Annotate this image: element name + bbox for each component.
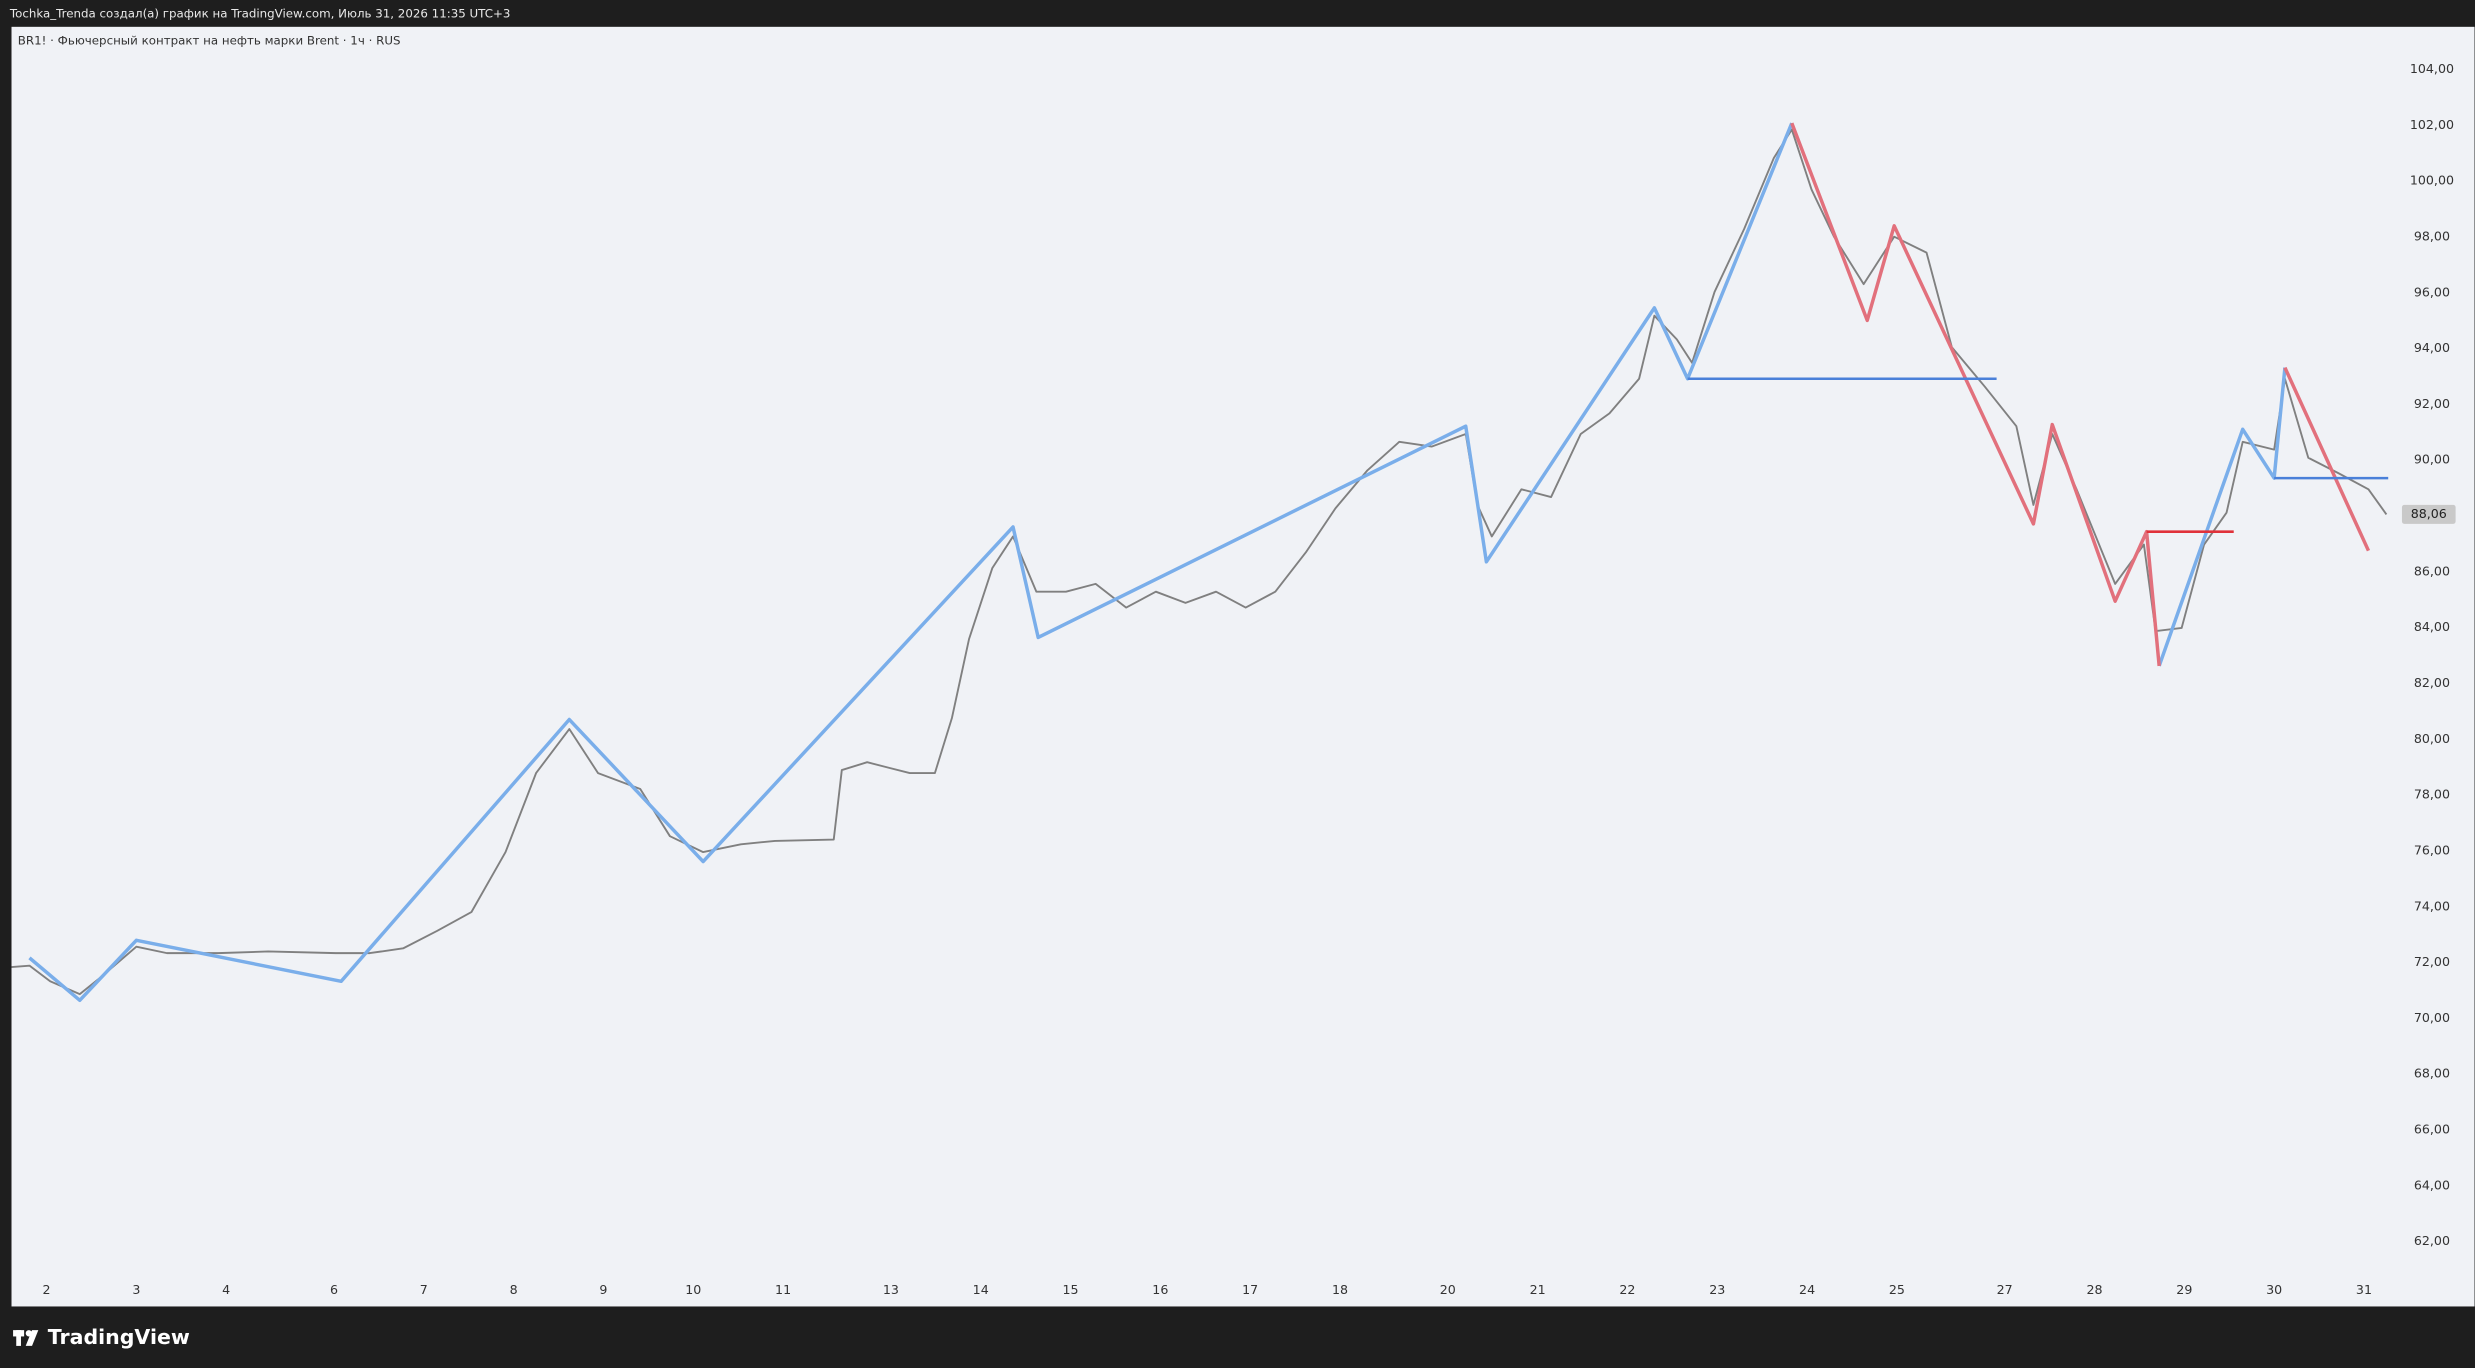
last-price-label: 88,06 [2411, 506, 2447, 521]
y-tick-label: 104,00 [2410, 61, 2454, 76]
x-tick-label: 16 [1152, 1282, 1168, 1297]
x-tick-label: 14 [973, 1282, 989, 1297]
y-tick-label: 80,00 [2414, 731, 2450, 746]
y-tick-label: 82,00 [2414, 675, 2450, 690]
brand-text: TradingView [48, 1325, 190, 1349]
x-tick-label: 17 [1242, 1282, 1258, 1297]
x-tick-label: 9 [599, 1282, 607, 1297]
x-tick-label: 29 [2176, 1282, 2192, 1297]
y-tick-label: 70,00 [2414, 1010, 2450, 1025]
x-tick-label: 21 [1530, 1282, 1546, 1297]
x-tick-label: 18 [1332, 1282, 1348, 1297]
x-tick-label: 15 [1062, 1282, 1078, 1297]
y-tick-label: 62,00 [2414, 1233, 2450, 1248]
x-tick-label: 7 [420, 1282, 428, 1297]
x-tick-label: 28 [2086, 1282, 2102, 1297]
x-tick-label: 2 [43, 1282, 51, 1297]
y-tick-label: 74,00 [2414, 898, 2450, 913]
y-tick-label: 64,00 [2414, 1177, 2450, 1192]
chart-pane [11, 26, 2475, 1307]
y-tick-label: 66,00 [2414, 1122, 2450, 1137]
x-tick-label: 6 [330, 1282, 338, 1297]
x-tick-label: 4 [222, 1282, 230, 1297]
top-bar-text: Tochka_Trenda создал(а) график на Tradin… [9, 7, 510, 21]
y-tick-label: 84,00 [2414, 619, 2450, 634]
x-tick-label: 23 [1709, 1282, 1725, 1297]
x-tick-label: 11 [775, 1282, 791, 1297]
x-tick-label: 8 [510, 1282, 518, 1297]
x-tick-label: 27 [1997, 1282, 2013, 1297]
x-tick-label: 3 [132, 1282, 140, 1297]
x-tick-label: 22 [1619, 1282, 1635, 1297]
x-tick-label: 10 [685, 1282, 701, 1297]
zigzag-line [28, 122, 2287, 1003]
y-tick-label: 68,00 [2414, 1066, 2450, 1081]
x-tick-label: 13 [883, 1282, 899, 1297]
y-tick-label: 78,00 [2414, 787, 2450, 802]
y-tick-label: 86,00 [2414, 563, 2450, 578]
y-tick-label: 90,00 [2414, 452, 2450, 467]
y-tick-label: 72,00 [2414, 954, 2450, 969]
y-tick-label: 92,00 [2414, 396, 2450, 411]
y-tick-label: 100,00 [2410, 173, 2454, 188]
y-tick-label: 94,00 [2414, 340, 2450, 355]
chart-title: BR1! · Фьючерсный контракт на нефть марк… [18, 34, 401, 48]
x-tick-label: 31 [2356, 1282, 2372, 1297]
x-tick-label: 24 [1799, 1282, 1815, 1297]
x-tick-label: 25 [1889, 1282, 1905, 1297]
y-tick-label: 76,00 [2414, 842, 2450, 857]
y-tick-label: 98,00 [2414, 228, 2450, 243]
last-price-box [2401, 504, 2456, 524]
y-tick-label: 102,00 [2410, 117, 2454, 132]
price-line [11, 128, 2388, 996]
y-tick-label: 96,00 [2414, 284, 2450, 299]
x-tick-label: 20 [1440, 1282, 1456, 1297]
zigzag-line [1790, 122, 2371, 667]
brand-logo [13, 1330, 39, 1346]
x-tick-label: 30 [2266, 1282, 2282, 1297]
